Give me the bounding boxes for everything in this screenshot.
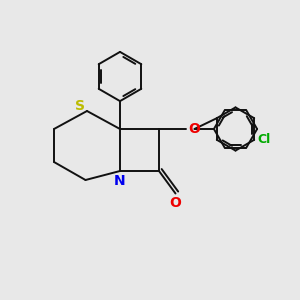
Text: Cl: Cl	[257, 133, 270, 146]
Text: S: S	[75, 100, 85, 113]
Text: O: O	[188, 122, 200, 136]
Text: N: N	[114, 174, 126, 188]
Text: O: O	[169, 196, 181, 210]
